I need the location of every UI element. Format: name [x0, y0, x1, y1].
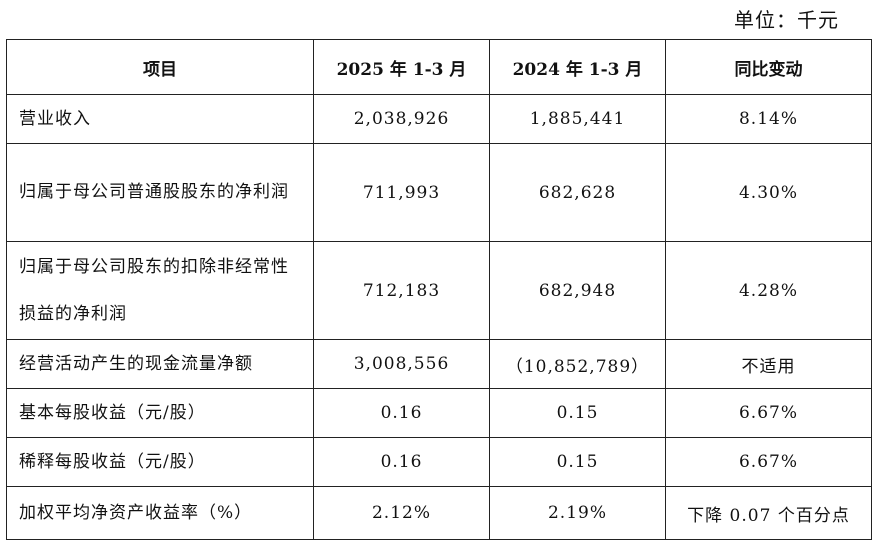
row-label: 归属于母公司股东的扣除非经常性损益的净利润 — [6, 241, 314, 340]
row-label: 营业收入 — [6, 94, 314, 144]
value-change: 6.67% — [665, 437, 872, 487]
value-2024: 682,628 — [489, 143, 666, 242]
row-label: 基本每股收益（元/股） — [6, 388, 314, 438]
value-change: 不适用 — [665, 339, 872, 389]
header-2025-q1: 2025 年 1-3 月 — [313, 39, 490, 95]
table-row: 归属于母公司股东的扣除非经常性损益的净利润 712,183 682,948 4.… — [6, 241, 872, 340]
table-row: 归属于母公司普通股股东的净利润 711,993 682,628 4.30% — [6, 143, 872, 242]
table-row: 加权平均净资产收益率（%） 2.12% 2.19% 下降 0.07 个百分点 — [6, 486, 872, 540]
value-2024: 0.15 — [489, 388, 666, 438]
header-item: 项目 — [6, 39, 314, 95]
value-2025: 0.16 — [313, 388, 490, 438]
value-2024: 2.19% — [489, 486, 666, 540]
value-change: 4.28% — [665, 241, 872, 340]
value-2024: 682,948 — [489, 241, 666, 340]
value-2025: 2,038,926 — [313, 94, 490, 144]
row-label: 稀释每股收益（元/股） — [6, 437, 314, 487]
table-row: 稀释每股收益（元/股） 0.16 0.15 6.67% — [6, 437, 872, 487]
value-change: 下降 0.07 个百分点 — [665, 486, 872, 540]
row-label: 归属于母公司普通股股东的净利润 — [6, 143, 314, 242]
header-2024-q1: 2024 年 1-3 月 — [489, 39, 666, 95]
table-row: 经营活动产生的现金流量净额 3,008,556 （10,852,789） 不适用 — [6, 339, 872, 389]
table-row: 营业收入 2,038,926 1,885,441 8.14% — [6, 94, 872, 144]
value-2025: 712,183 — [313, 241, 490, 340]
value-2024: （10,852,789） — [489, 339, 666, 389]
value-2024: 1,885,441 — [489, 94, 666, 144]
value-2025: 2.12% — [313, 486, 490, 540]
table-row: 基本每股收益（元/股） 0.16 0.15 6.67% — [6, 388, 872, 438]
row-label: 经营活动产生的现金流量净额 — [6, 339, 314, 389]
table-header-row: 项目 2025 年 1-3 月 2024 年 1-3 月 同比变动 — [6, 39, 872, 95]
value-2024: 0.15 — [489, 437, 666, 487]
financial-summary-table: 项目 2025 年 1-3 月 2024 年 1-3 月 同比变动 营业收入 2… — [6, 39, 872, 540]
value-change: 6.67% — [665, 388, 872, 438]
unit-label: 单位：千元 — [734, 8, 839, 32]
value-2025: 3,008,556 — [313, 339, 490, 389]
header-yoy-change: 同比变动 — [665, 39, 872, 95]
row-label: 加权平均净资产收益率（%） — [6, 486, 314, 540]
value-2025: 711,993 — [313, 143, 490, 242]
value-change: 8.14% — [665, 94, 872, 144]
value-2025: 0.16 — [313, 437, 490, 487]
value-change: 4.30% — [665, 143, 872, 242]
